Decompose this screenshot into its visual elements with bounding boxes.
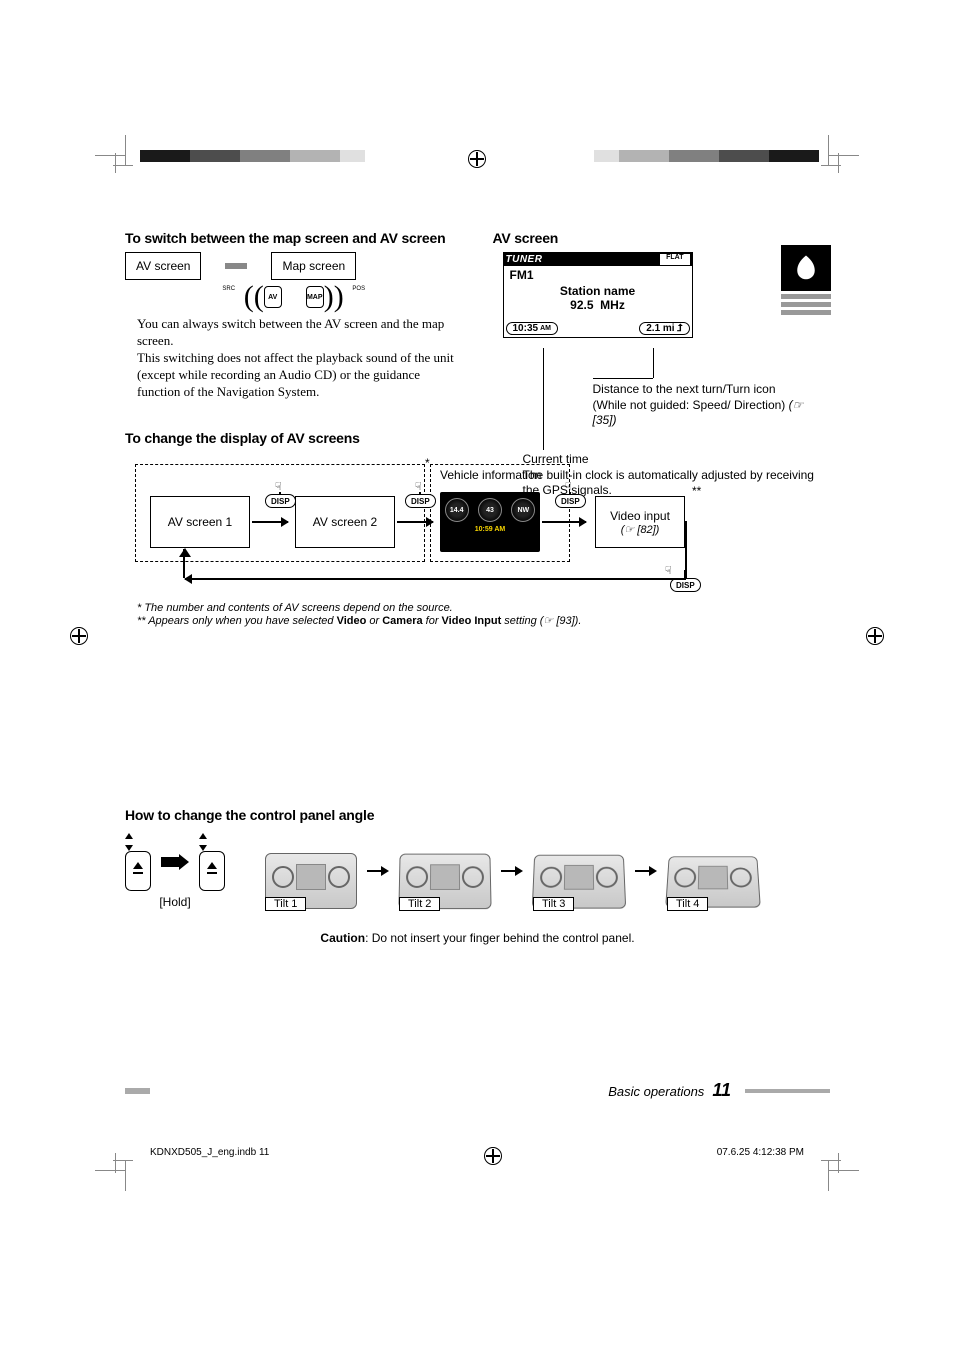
- av-screen-1-box: AV screen 1: [150, 496, 250, 548]
- arrow-right-icon: [161, 854, 189, 870]
- hand-icon: ☟: [565, 480, 572, 493]
- eject-button[interactable]: [125, 851, 151, 891]
- av-screen-2-box: AV screen 2: [295, 496, 395, 548]
- section-heading: How to change the control panel angle: [125, 807, 830, 823]
- arrow-right-icon: [635, 866, 657, 876]
- updown-icon: [199, 833, 207, 851]
- caution-text: Caution: Do not insert your finger behin…: [125, 931, 830, 945]
- arrow-right-icon: [367, 866, 389, 876]
- arrow-right-icon: [501, 866, 523, 876]
- hand-icon: ☟: [275, 480, 282, 493]
- disp-button[interactable]: DISP: [265, 494, 296, 508]
- section-heading: AV screen: [493, 230, 831, 246]
- panel-tilt-1: Tilt 1: [265, 853, 357, 909]
- av-button[interactable]: AV: [264, 286, 282, 308]
- registration-target-icon: [468, 150, 486, 168]
- hand-icon: ☟: [665, 564, 672, 577]
- eject-button[interactable]: [199, 851, 225, 891]
- disp-button[interactable]: DISP: [670, 578, 701, 592]
- gauge-time: 10:59 AM: [440, 526, 540, 533]
- body-text: You can always switch between the AV scr…: [125, 316, 463, 400]
- arrow-right-icon: [542, 521, 586, 523]
- angle-diagram: [Hold] Tilt 1 Tilt 2 Tilt 3 Tilt 4: [125, 833, 830, 909]
- hold-label: [Hold]: [159, 895, 190, 909]
- arrow-right-icon: [252, 521, 288, 523]
- speed-gauge: 43: [478, 498, 502, 522]
- panel-tilt-4: Tilt 4: [667, 853, 759, 909]
- updown-icon: [125, 833, 133, 851]
- av-screen-mock: TUNER FLAT FM1 Station name 92.5 MHz 10:…: [503, 252, 693, 338]
- station-name: Station name: [510, 284, 686, 298]
- av-flow-diagram: * ** Vehicle information DISP ☟ DISP ☟ D…: [125, 456, 830, 596]
- registration-target-icon: [866, 627, 884, 645]
- registration-target-icon: [70, 627, 88, 645]
- print-footer: KDNXD505_J_eng.indb 11 07.6.25 4:12:38 P…: [150, 1147, 804, 1165]
- turn-icon: ⮥: [677, 323, 683, 334]
- video-input-box: Video input (☞ [82]): [595, 496, 685, 548]
- time-pill: 10:35AM: [506, 322, 558, 335]
- direction-gauge: NW: [511, 498, 535, 522]
- registration-target-icon: [484, 1147, 502, 1165]
- vehicle-info-label: Vehicle information: [440, 468, 541, 484]
- frequency: 92.5 MHz: [510, 298, 686, 312]
- hand-icon: ☟: [415, 480, 422, 493]
- registration-bar-top: [0, 150, 954, 180]
- arrow-left-icon: [185, 578, 685, 580]
- disp-button[interactable]: DISP: [405, 494, 436, 508]
- map-screen-box: Map screen: [271, 252, 356, 280]
- callout-distance: Distance to the next turn/Turn icon (Whi…: [593, 382, 823, 429]
- section-heading: To change the display of AV screens: [125, 430, 830, 446]
- source-label: TUNER: [506, 254, 543, 265]
- band-label: FM1: [510, 268, 686, 282]
- page-footer: Basic operations 11: [125, 1080, 830, 1101]
- section-heading: To switch between the map screen and AV …: [125, 230, 463, 246]
- panel-tilt-3: Tilt 3: [533, 853, 625, 909]
- arrow-right-icon: [211, 263, 261, 269]
- eq-label: FLAT: [660, 254, 689, 265]
- panel-tilt-2: Tilt 2: [399, 853, 491, 909]
- button-strip: SRC ( ( AV MAP ) ) POS: [125, 286, 463, 308]
- distance-pill: 2.1 mi⮥: [639, 322, 689, 335]
- arrow-right-icon: [397, 521, 433, 523]
- map-button[interactable]: MAP: [306, 286, 324, 308]
- vehicle-info-panel: 14.4 43 NW 10:59 AM: [440, 492, 540, 552]
- footnotes: * The number and contents of AV screens …: [125, 602, 830, 627]
- disp-button[interactable]: DISP: [555, 494, 586, 508]
- av-screen-box: AV screen: [125, 252, 201, 280]
- voltage-gauge: 14.4: [445, 498, 469, 522]
